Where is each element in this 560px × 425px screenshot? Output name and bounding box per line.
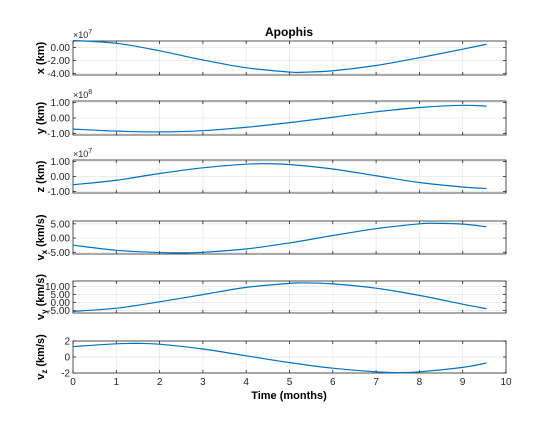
panel-2-y-axis-label: y (km) [35,101,47,134]
panel-1-series-line [72,39,487,74]
panel-3-series-line [72,163,487,190]
panel-1-y-axis-label: x (km) [35,41,47,74]
panel-6-y-axis-label-sub: z [40,370,49,374]
panel-2-exponent-base: ×10 [73,90,88,100]
panel-4-y-tick-label: 0.00 [51,234,71,245]
x-tick-label: 2 [157,377,163,388]
x-tick-label: 6 [330,377,336,388]
panel-2-y-tick-label: 0.00 [51,114,71,125]
panel-5-series-line [72,282,487,312]
x-tick-label: 9 [460,377,466,388]
panel-4-y-axis-label-unit: (km/s) [35,214,47,250]
panel-4-y-tick-label: 5.00 [51,219,71,230]
panel-3-exponent-power: 7 [88,148,92,155]
panel-3-exponent-label: ×107 [73,148,92,159]
panel-3-y-tick-label: 0.00 [51,172,71,183]
x-tick-label: 3 [200,377,206,388]
x-tick-label: 8 [417,377,423,388]
panel-3-y-tick-label: 1.00 [51,157,71,168]
panel-6-y-tick-label: 0 [64,353,70,364]
panel-1-y-tick-label: 0.00 [51,43,71,54]
x-tick-label: 1 [114,377,120,388]
x-tick-label: 7 [373,377,379,388]
x-tick-label: 0 [70,377,76,388]
panel-5-y-tick-label: 0.00 [51,298,71,309]
panel-5-y-tick-label: 10.00 [45,282,70,293]
panel-5-y-axis-label-main: v [35,313,47,320]
panel-2-series-line [72,104,487,133]
panel-4-y-tick-label: -5.00 [47,248,70,259]
panel-4-y-axis-label-main: v [35,254,47,261]
panel-3-y-axis-label: z (km) [35,160,47,192]
panel-1-exponent-power: 7 [88,29,92,36]
panel-2-y-tick-label: 1.00 [51,98,71,109]
panel-2-exponent-power: 8 [88,89,92,96]
panel-4-series-line [72,222,487,254]
panel-3-exponent-base: ×10 [73,149,88,159]
panel-6-y-tick-label: 2 [64,337,70,348]
chart-title: Apophis [265,25,313,39]
panel-6-y-axis-label-main: v [35,373,47,380]
panel-3-y-tick-label: -1.00 [47,187,70,198]
panel-2-y-tick-label: -1.00 [47,129,70,140]
panel-5-y-tick-label: -5.00 [47,306,70,317]
x-tick-label: 4 [243,377,249,388]
panel-1-y-tick-label: -2.00 [47,56,70,67]
panel-5-y-tick-label: 5.00 [51,290,71,301]
x-axis-label: Time (months) [251,390,327,402]
panel-5-y-axis-label-sub: y [40,309,49,314]
panel-6-y-axis-label-unit: (km/s) [35,334,47,370]
panel-1-exponent-label: ×107 [73,29,92,40]
panel-6-y-axis-label: vz (km/s) [35,334,49,380]
panel-6-y-tick-label: -2 [61,369,70,380]
panel-5-y-axis-label-unit: (km/s) [35,274,47,310]
x-tick-label: 5 [287,377,293,388]
panel-5-y-axis-label: vy (km/s) [35,274,49,320]
panel-4-y-axis-label: vx (km/s) [35,214,49,260]
x-tick-label: 10 [500,377,512,388]
panel-1-exponent-base: ×10 [73,30,88,40]
panel-6-series-line [72,342,487,374]
panel-2-exponent-label: ×108 [73,89,92,100]
panel-4-y-axis-label-sub: x [40,249,49,254]
panel-1-y-tick-label: -4.00 [47,69,70,80]
